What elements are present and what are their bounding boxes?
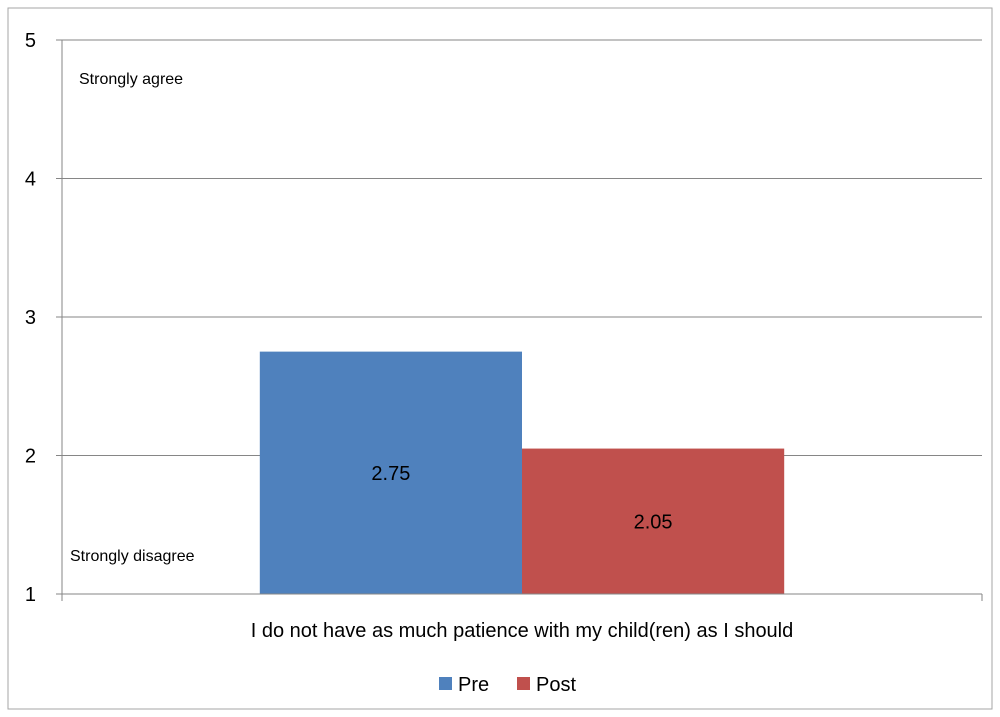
legend-label-post: Post [536,674,576,696]
bars [259,351,785,594]
data-label-post: 2.05 [634,511,673,533]
category-label: I do not have as much patience with my c… [251,620,794,642]
legend-swatch-post [517,677,530,690]
y-tick-label-2: 2 [25,446,36,468]
axes [56,39,983,601]
annotation-strongly-agree: Strongly agree [79,71,183,88]
y-tick-label-5: 5 [25,30,36,52]
legend-label-pre: Pre [458,674,489,696]
y-tick-label-4: 4 [25,169,36,191]
y-tick-labels: 1 2 3 4 5 [25,30,36,606]
data-labels: 2.75 2.05 [371,463,672,533]
bar-pre [259,351,522,594]
data-label-pre: 2.75 [371,463,410,485]
y-tick-label-3: 3 [25,307,36,329]
bar-post [522,448,785,594]
y-tick-label-1: 1 [25,584,36,606]
legend-swatch-pre [439,677,452,690]
legend: Pre Post [439,674,576,696]
annotation-strongly-disagree: Strongly disagree [70,548,195,565]
